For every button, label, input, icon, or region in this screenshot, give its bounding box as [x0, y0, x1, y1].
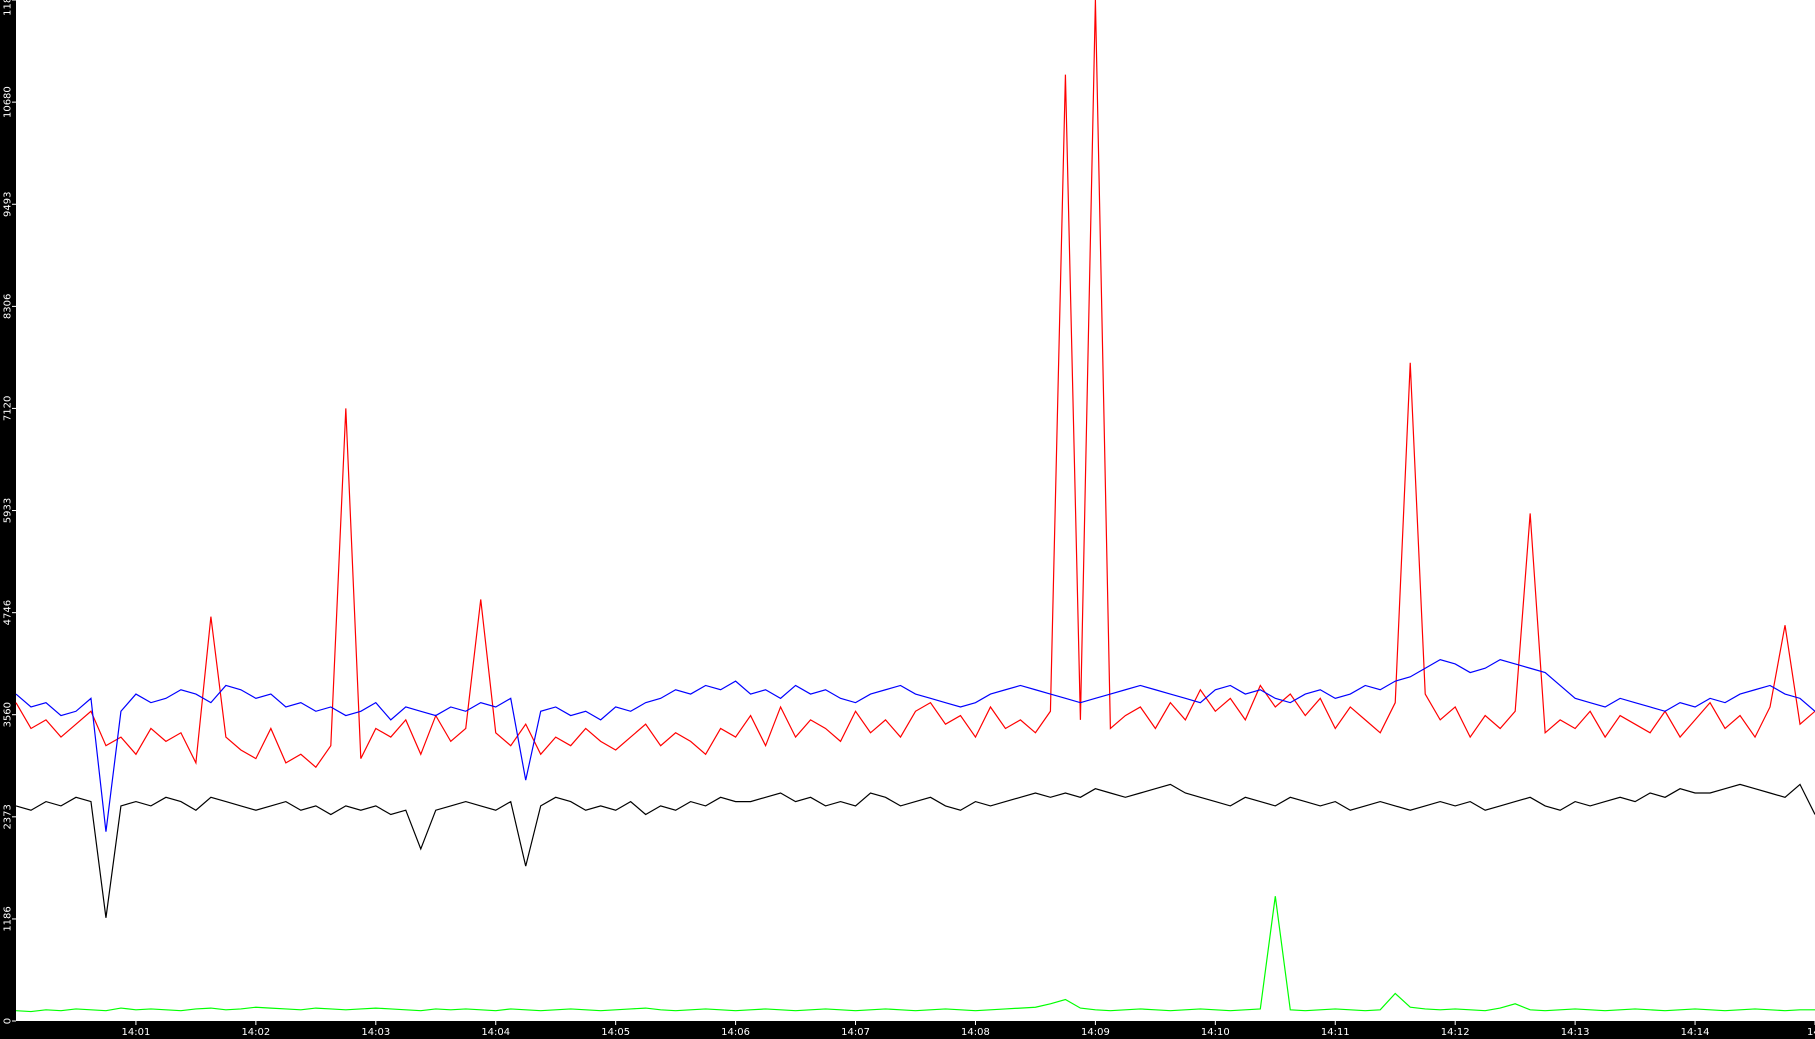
x-tick-label: 14:06 [721, 1027, 750, 1038]
x-tick-label: 14:10 [1201, 1027, 1230, 1038]
x-axis-strip [0, 1021, 1815, 1039]
x-tick-label: 14:13 [1561, 1027, 1590, 1038]
x-tick-label: 14: [1807, 1027, 1815, 1038]
y-tick-label: 11867 [3, 0, 14, 16]
y-tick-label: 3560 [3, 702, 14, 727]
series-line [15, 658, 1815, 832]
y-axis-strip [0, 0, 16, 1039]
x-tick-label: 14:08 [961, 1027, 990, 1038]
y-tick-label: 9493 [3, 192, 14, 217]
x-tick-label: 14:07 [841, 1027, 870, 1038]
y-tick-label: 1186 [3, 906, 14, 931]
x-tick-label: 14:09 [1081, 1027, 1110, 1038]
y-tick-label: 8306 [3, 294, 14, 319]
x-tick-label: 14:12 [1441, 1027, 1470, 1038]
x-tick-label: 14:05 [601, 1027, 630, 1038]
y-tick-label: 7120 [3, 396, 14, 421]
y-tick-label: 5933 [3, 498, 14, 523]
series-line [15, 783, 1815, 918]
y-tick-label: 0 [3, 1018, 14, 1024]
x-tick-label: 14:11 [1321, 1027, 1350, 1038]
x-tick-label: 14:03 [361, 1027, 390, 1038]
x-tick-label: 14:14 [1681, 1027, 1710, 1038]
x-tick-label: 14:02 [241, 1027, 270, 1038]
y-tick-label: 4746 [3, 600, 14, 625]
series-line [15, 896, 1815, 1013]
y-tick-label: 10680 [3, 86, 14, 118]
x-tick-label: 14:04 [481, 1027, 510, 1038]
x-tick-label: 14:01 [122, 1027, 151, 1038]
series-line [15, 0, 1815, 769]
y-tick-label: 2373 [3, 804, 14, 829]
